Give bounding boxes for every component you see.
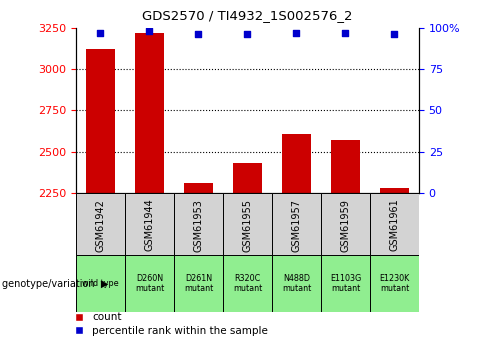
Text: GSM61955: GSM61955 (243, 199, 252, 252)
Point (97, 30, 104, 35)
FancyBboxPatch shape (223, 193, 272, 257)
FancyBboxPatch shape (321, 255, 370, 312)
FancyBboxPatch shape (223, 255, 272, 312)
Bar (380, 188, 409, 193)
Bar (282, 134, 311, 193)
Bar (331, 140, 360, 193)
Point (293, 30, 300, 35)
Bar (184, 183, 213, 193)
FancyBboxPatch shape (174, 255, 223, 312)
FancyBboxPatch shape (272, 193, 321, 257)
FancyBboxPatch shape (174, 193, 223, 257)
Point (195, 31, 202, 37)
Text: wild type: wild type (82, 279, 119, 288)
FancyBboxPatch shape (76, 193, 125, 257)
Bar (135, 32, 164, 193)
Text: GSM61961: GSM61961 (390, 199, 399, 252)
Text: E1103G
mutant: E1103G mutant (330, 274, 361, 294)
FancyBboxPatch shape (321, 193, 370, 257)
Text: D261N
mutant: D261N mutant (184, 274, 213, 294)
FancyBboxPatch shape (125, 255, 174, 312)
Point (342, 30, 349, 35)
Text: GDS2570 / TI4932_1S002576_2: GDS2570 / TI4932_1S002576_2 (142, 9, 353, 22)
Text: N488D
mutant: N488D mutant (282, 274, 311, 294)
Text: GSM61953: GSM61953 (194, 199, 203, 252)
FancyBboxPatch shape (272, 255, 321, 312)
FancyBboxPatch shape (125, 193, 174, 257)
FancyBboxPatch shape (370, 255, 419, 312)
Text: R320C
mutant: R320C mutant (233, 274, 262, 294)
Point (244, 31, 251, 37)
Text: GSM61957: GSM61957 (292, 199, 301, 252)
Legend: count, percentile rank within the sample: count, percentile rank within the sample (64, 308, 272, 340)
Text: GSM61944: GSM61944 (145, 199, 154, 252)
Point (391, 31, 398, 37)
Text: GSM61959: GSM61959 (341, 199, 350, 252)
Text: genotype/variation  ▶: genotype/variation ▶ (2, 279, 109, 288)
Text: GSM61942: GSM61942 (96, 199, 105, 252)
Bar (86, 49, 115, 193)
Bar (233, 164, 262, 193)
Text: D260N
mutant: D260N mutant (135, 274, 164, 294)
FancyBboxPatch shape (370, 193, 419, 257)
FancyBboxPatch shape (76, 255, 125, 312)
Text: E1230K
mutant: E1230K mutant (379, 274, 410, 294)
Point (146, 28, 153, 34)
